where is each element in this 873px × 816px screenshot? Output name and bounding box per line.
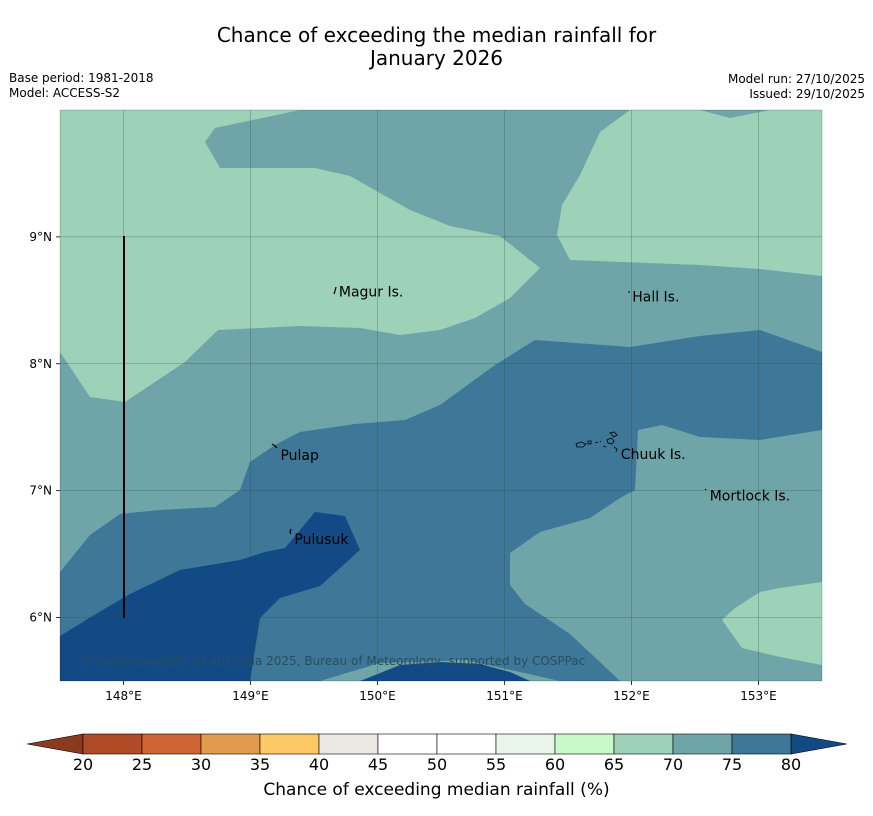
colorbar-tick-label: 45 <box>367 755 389 774</box>
map-frame <box>59 109 823 682</box>
base-period-text: Base period: 1981-2018 <box>9 71 154 85</box>
colorbar-tick-label: 80 <box>780 755 802 774</box>
colorbar-under-arrow <box>26 733 84 755</box>
colorbar-swatch <box>554 733 615 755</box>
pulusuk-island-shape <box>289 528 292 535</box>
copyright-text: © Commonwealth of Australia 2025, Bureau… <box>80 654 585 668</box>
colorbar-tick-label: 60 <box>544 755 566 774</box>
colorbar-tick-label: 30 <box>190 755 212 774</box>
issued-text: Issued: 29/10/2025 <box>749 87 865 101</box>
contour-80-plus-south <box>360 662 530 681</box>
place-label: Pulap <box>280 448 319 464</box>
colorbar-tick-label: 25 <box>131 755 153 774</box>
colorbar-swatch <box>672 733 733 755</box>
meta-left: Base period: 1981-2018 Model: ACCESS-S2 <box>9 71 154 101</box>
model-run-text: Model run: 27/10/2025 <box>727 72 865 86</box>
x-axis-ticks: 148°E 149°E 150°E 151°E 152°E 153°E <box>105 681 777 703</box>
meta-right: Model run: 27/10/2025 Issued: 29/10/2025 <box>728 72 865 102</box>
contour-65-70-north-west <box>60 110 540 402</box>
colorbar-ticks: 20 25 30 35 40 45 50 55 60 65 70 75 80 <box>0 755 873 777</box>
colorbar-swatch <box>731 733 792 755</box>
colorbar-tick-label: 20 <box>72 755 94 774</box>
colorbar <box>26 733 848 755</box>
place-labels: Magur Is. Hall Is. Pulap Chuuk Is. Mortlock … <box>280 284 790 547</box>
place-label: Magur Is. <box>339 284 404 300</box>
y-axis-ticks: 6°N 7°N 8°N 9°N <box>29 230 60 625</box>
place-label: Chuuk Is. <box>621 447 686 463</box>
pulap-island-shape <box>271 443 278 449</box>
chuuk-lagoon-islands <box>575 431 618 453</box>
x-tick-label: 151°E <box>486 689 523 703</box>
place-label: Pulusuk <box>294 532 349 548</box>
colorbar-swatch <box>436 733 497 755</box>
x-tick-label: 150°E <box>359 689 396 703</box>
colorbar-swatch <box>377 733 438 755</box>
y-tick-label: 8°N <box>29 357 52 371</box>
colorbar-swatch <box>200 733 261 755</box>
colorbar-label: Chance of exceeding median rainfall (%) <box>263 780 610 800</box>
place-label: Hall Is. <box>632 290 679 306</box>
colorbar-tick-label: 55 <box>485 755 507 774</box>
colorbar-tick-label: 75 <box>721 755 743 774</box>
colorbar-tick-label: 35 <box>249 755 271 774</box>
x-tick-label: 153°E <box>740 689 777 703</box>
island-outlines <box>271 286 707 535</box>
colorbar-swatch <box>141 733 202 755</box>
y-tick-label: 6°N <box>29 611 52 625</box>
mortlock-island-shape <box>704 488 707 491</box>
colorbar-tick-label: 65 <box>603 755 625 774</box>
x-tick-label: 152°E <box>613 689 650 703</box>
model-text: Model: ACCESS-S2 <box>9 86 121 100</box>
colorbar-tick-label: 70 <box>662 755 684 774</box>
colorbar-tick-label: 40 <box>308 755 330 774</box>
colorbar-tick-label: 50 <box>426 755 448 774</box>
colorbar-over-arrow <box>790 733 848 755</box>
colorbar-swatch <box>318 733 379 755</box>
y-tick-label: 7°N <box>29 484 52 498</box>
x-tick-label: 148°E <box>105 689 142 703</box>
y-tick-label: 9°N <box>29 230 52 244</box>
contour-65-70-north-east <box>557 110 822 276</box>
colorbar-swatch <box>613 733 674 755</box>
contour-80-plus <box>60 512 360 681</box>
map-title-line-1: Chance of exceeding the median rainfall … <box>216 23 657 47</box>
magur-island-shape <box>333 286 337 295</box>
rainfall-contours <box>60 110 822 681</box>
place-label: Mortlock Is. <box>710 489 790 505</box>
x-tick-label: 149°E <box>232 689 269 703</box>
colorbar-swatch <box>495 733 556 755</box>
colorbar-swatch <box>259 733 320 755</box>
contour-65-70-south-east <box>722 582 822 665</box>
map-title-line-2: January 2026 <box>369 46 504 70</box>
colorbar-swatch <box>82 733 143 755</box>
